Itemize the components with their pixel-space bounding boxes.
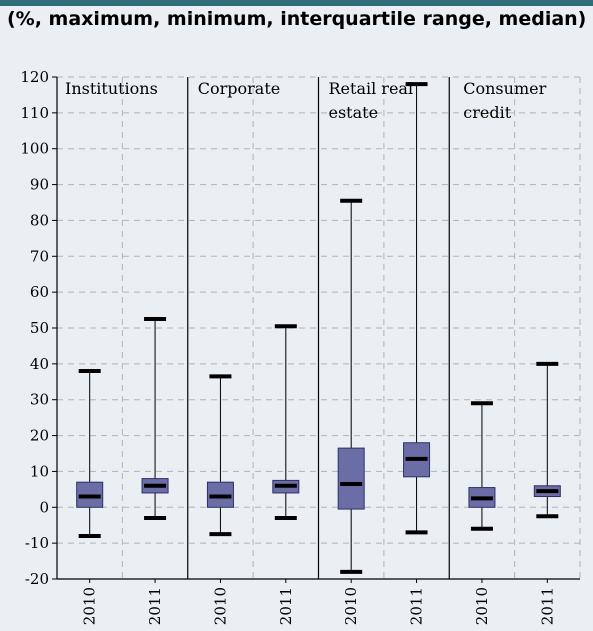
y-tick-label: 20 [30, 427, 49, 445]
y-tick-label: 100 [20, 140, 49, 158]
y-tick-label: 10 [30, 462, 49, 480]
iqr-box [337, 447, 365, 510]
y-tick-label: -10 [25, 534, 49, 552]
x-tick-label: 2011 [408, 587, 426, 625]
header-bar [0, 0, 593, 6]
y-tick-label: 60 [30, 283, 49, 301]
group-label: credit [463, 103, 511, 122]
x-tick-label: 2010 [342, 587, 360, 625]
x-tick-label: 2011 [146, 587, 164, 625]
group-label: Retail real [329, 79, 414, 98]
group-label: estate [329, 103, 379, 122]
group-label: Consumer [463, 79, 546, 98]
y-tick-label: 110 [20, 104, 49, 122]
y-tick-label: -20 [25, 570, 49, 588]
chart-subtitle: (%, maximum, minimum, interquartile rang… [7, 8, 587, 30]
y-tick-label: 90 [30, 176, 49, 194]
y-tick-label: 120 [20, 68, 49, 86]
y-tick-label: 80 [30, 211, 49, 229]
y-tick-label: 70 [30, 247, 49, 265]
x-tick-label: 2010 [81, 587, 99, 625]
x-tick-label: 2011 [538, 587, 556, 625]
x-tick-label: 2011 [277, 587, 295, 625]
y-tick-label: 30 [30, 391, 49, 409]
group-label: Corporate [198, 79, 280, 98]
group-label: Institutions [65, 79, 158, 98]
y-tick-label: 0 [39, 498, 49, 516]
x-tick-label: 2010 [473, 587, 491, 625]
y-tick-label: 40 [30, 355, 49, 373]
x-tick-label: 2010 [211, 587, 229, 625]
y-tick-label: 50 [30, 319, 49, 337]
